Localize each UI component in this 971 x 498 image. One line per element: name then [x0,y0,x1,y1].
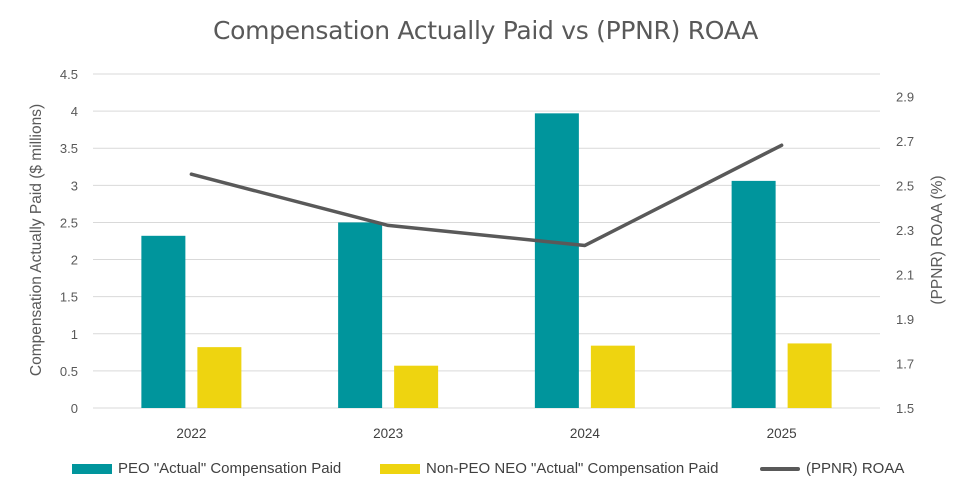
left-axis-ticks: 0 0.5 1 1.5 2 2.5 3 3.5 4 4.5 [60,67,78,416]
bar-series [141,113,832,409]
y-tick-label-left: 4.5 [60,67,78,82]
bar-non-peo-2022 [197,347,242,408]
bar-peo-2022 [141,235,186,408]
legend-label-peo: PEO "Actual" Compensation Paid [118,460,342,477]
x-tick-label: 2023 [373,426,403,441]
roaa-point-2024 [583,243,587,247]
chart-title: Compensation Actually Paid vs (PPNR) ROA… [212,16,759,45]
legend-line-roaa [760,466,800,471]
y-tick-label-right: 2.1 [896,267,914,282]
roaa-point-2022 [189,172,193,176]
y-tick-label-left: 3 [71,178,78,193]
line-series [189,143,784,248]
roaa-point-2023 [386,223,390,227]
y-tick-label-left: 2.5 [60,215,78,230]
x-tick-label: 2025 [767,426,797,441]
bar-non-peo-2025 [787,343,832,408]
y-tick-label-left: 4 [71,104,78,119]
legend-swatch-non-peo [380,463,420,474]
y-tick-label-right: 1.7 [896,356,914,371]
y-tick-label-left: 3.5 [60,141,78,156]
bar-non-peo-2023 [394,365,439,408]
y-axis-label-left: Compensation Actually Paid ($ millions) [28,103,45,377]
bar-peo-2023 [338,222,383,408]
y-tick-label-right: 2.7 [896,134,914,149]
x-axis-ticks: 2022 2023 2024 2025 [176,426,796,441]
y-tick-label-right: 2.9 [896,89,914,104]
y-tick-label-left: 1 [71,327,78,342]
right-axis-ticks: 1.5 1.7 1.9 2.1 2.3 2.5 2.7 2.9 [896,89,914,416]
y-tick-label-right: 2.3 [896,223,914,238]
bar-non-peo-2024 [590,345,635,408]
roaa-line [189,143,784,248]
legend-label-non-peo: Non-PEO NEO "Actual" Compensation Paid [426,460,719,477]
y-axis-label-right: (PPNR) ROAA (%) [929,175,946,305]
bar-peo-2024 [534,113,579,409]
legend-item-non-peo: Non-PEO NEO "Actual" Compensation Paid [380,460,718,477]
y-tick-label-right: 1.9 [896,312,914,327]
y-tick-label-right: 1.5 [896,401,914,416]
y-tick-label-right: 2.5 [896,178,914,193]
y-tick-label-left: 1.5 [60,290,78,305]
x-tick-label: 2024 [570,426,601,441]
legend: PEO "Actual" Compensation Paid Non-PEO N… [0,460,971,482]
y-tick-label-left: 2 [71,253,78,268]
legend-label-roaa: (PPNR) ROAA [806,460,905,477]
legend-item-peo: PEO "Actual" Compensation Paid [72,460,341,477]
bar-peo-2025 [731,180,776,408]
legend-item-roaa: (PPNR) ROAA [760,460,904,477]
x-tick-label: 2022 [176,426,206,441]
legend-swatch-peo [72,463,112,474]
roaa-point-2025 [780,143,784,147]
y-tick-label-left: 0 [71,401,78,416]
y-tick-label-left: 0.5 [60,364,78,379]
